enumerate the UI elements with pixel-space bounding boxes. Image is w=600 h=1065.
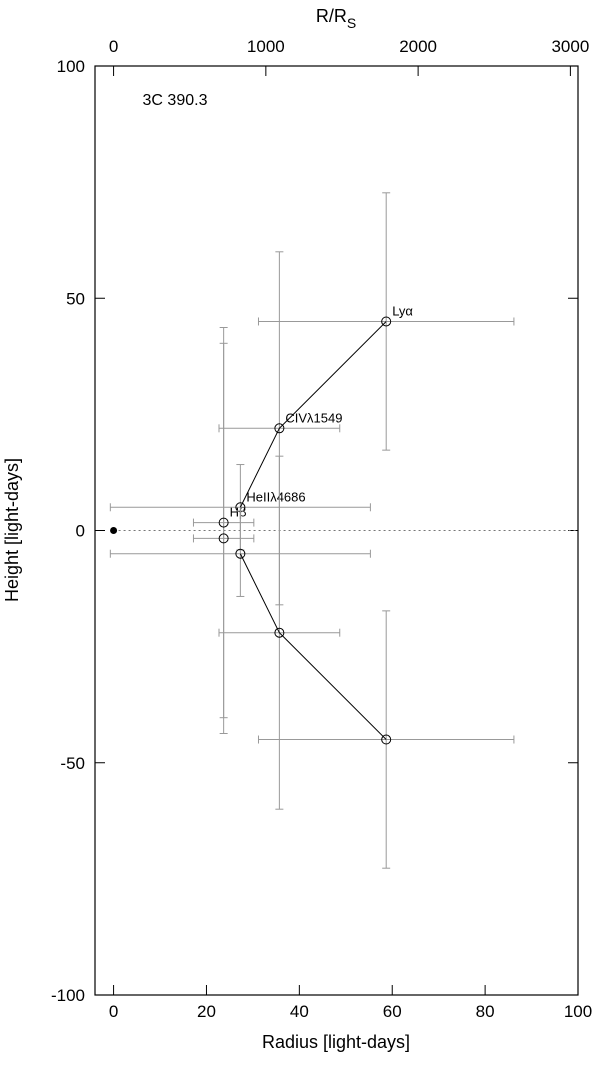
point — [381, 734, 392, 745]
series-line — [239, 321, 387, 508]
x2-label-sub: S — [347, 15, 356, 31]
x2-tick-label: 2000 — [399, 37, 437, 56]
y-tick-label: -50 — [60, 754, 85, 773]
point — [274, 423, 285, 434]
x2-tick-label: 3000 — [551, 37, 589, 56]
y-tick-label: 50 — [66, 289, 85, 308]
x-tick-label: 20 — [197, 1002, 216, 1021]
series-line — [239, 553, 387, 740]
point-label: Hβ — [230, 505, 247, 520]
x2-label-main: R/R — [316, 6, 347, 26]
point-label: HeIIλ4686 — [246, 489, 305, 504]
y-tick-label: 100 — [57, 57, 85, 76]
point-label: Lyα — [392, 303, 413, 318]
x-tick-label: 0 — [109, 1002, 118, 1021]
x-tick-label: 100 — [564, 1002, 592, 1021]
y-tick-label: -100 — [51, 986, 85, 1005]
point — [235, 548, 246, 559]
point — [218, 533, 229, 544]
x-axis-label: Radius [light-days] — [262, 1032, 410, 1052]
x-tick-label: 60 — [383, 1002, 402, 1021]
x-tick-label: 80 — [476, 1002, 495, 1021]
x-tick-label: 40 — [290, 1002, 309, 1021]
point-label: CIVλ1549 — [285, 410, 342, 425]
origin-marker — [110, 527, 118, 534]
x2-axis-label: R/RS — [316, 6, 356, 31]
y-tick-label: 0 — [76, 522, 85, 541]
point — [274, 627, 285, 638]
x2-tick-label: 0 — [109, 37, 118, 56]
x2-tick-label: 1000 — [247, 37, 285, 56]
point — [381, 316, 392, 327]
y-axis-label: Height [light-days] — [2, 458, 22, 602]
annotation: 3C 390.3 — [143, 92, 208, 109]
point — [218, 517, 229, 528]
